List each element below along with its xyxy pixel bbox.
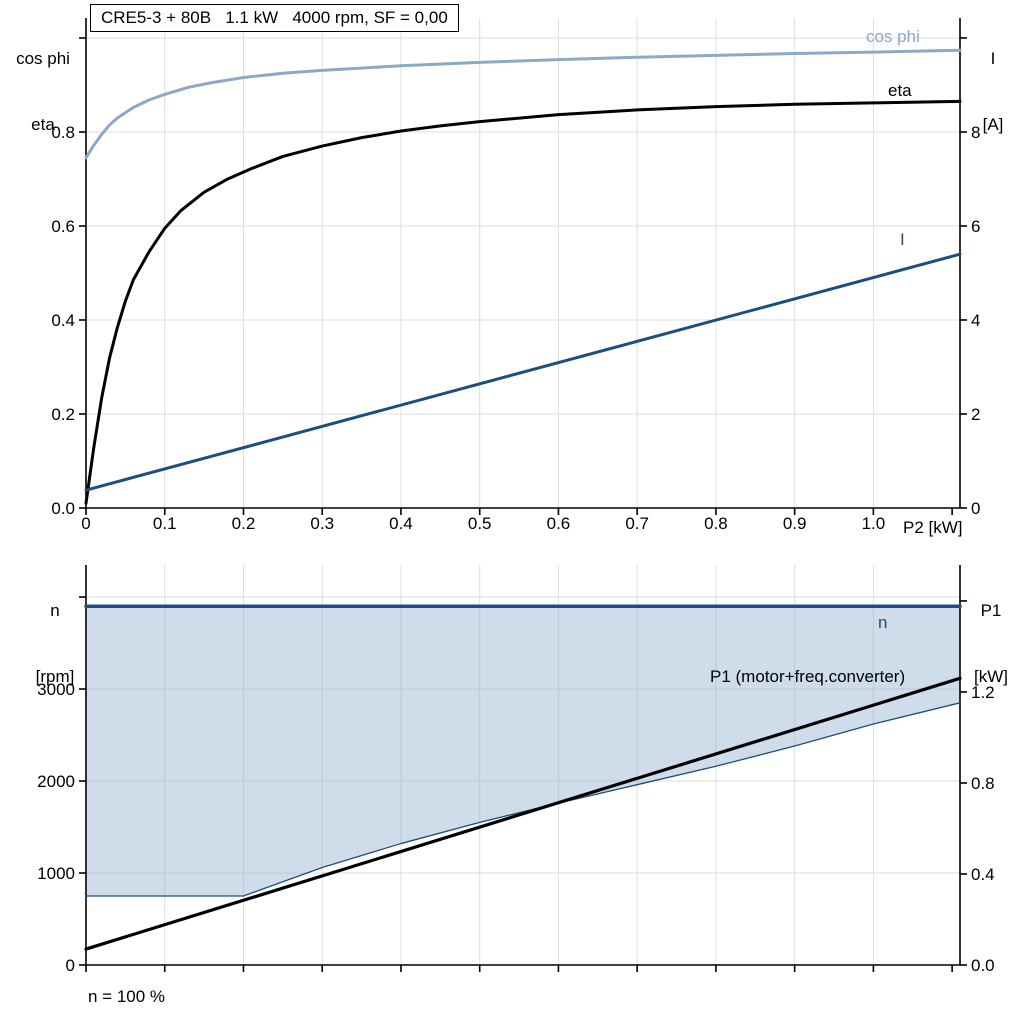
- y-left-tick-label: 0.2: [51, 405, 75, 424]
- x-tick-label: 0: [81, 514, 90, 533]
- y-left-tick-label: 1000: [37, 864, 75, 883]
- x-tick-label: 0.4: [389, 514, 413, 533]
- y-left-tick-label: 0.4: [51, 311, 75, 330]
- speed-footnote: n = 100 %: [88, 987, 166, 1006]
- top-left-axis-line1: cos phi: [16, 49, 70, 69]
- y-left-tick-label: 0.0: [51, 499, 75, 518]
- series-p1-motor-freq-converter: [84, 676, 962, 951]
- y-right-tick-label: 4: [971, 311, 980, 330]
- bottom-left-axis-line2: [rpm]: [35, 667, 75, 687]
- x-tick-label: 0.1: [153, 514, 177, 533]
- x-tick-label: 0.6: [547, 514, 571, 533]
- operating-range-region: [86, 606, 960, 897]
- y-right-tick-label: 2: [971, 405, 980, 424]
- bottom-right-axis-line2: [kW]: [974, 667, 1008, 687]
- top-right-axis-title: I [A]: [966, 4, 1020, 181]
- bottom-left-axis-title: n [rpm]: [22, 556, 88, 733]
- bottom-right-axis-title: P1 [kW]: [962, 556, 1020, 733]
- y-left-tick-label: 2000: [37, 772, 75, 791]
- y-right-tick-label: 1.2: [971, 683, 995, 702]
- n-curve-label: n: [878, 613, 888, 632]
- top-chart: 0 0.1 0.2 0.3 0.4 0.5 0.6 0.7 0.8 0.9 1.0 0.0 0.2 0.4…: [51, 18, 980, 533]
- series-eta: [84, 99, 962, 505]
- y-left-tick-label: 3000: [37, 680, 75, 699]
- x-tick-label: 0.5: [468, 514, 492, 533]
- x-tick-label: 1.0: [862, 514, 886, 533]
- bottom-right-axis-line1: P1: [980, 601, 1002, 621]
- top-left-axis-title: cos phi eta: [4, 4, 82, 181]
- eta-curve-label: eta: [888, 81, 912, 100]
- x-tick-label: 0.8: [704, 514, 728, 533]
- current-curve-label: I: [900, 230, 905, 249]
- bottom-chart: 0 1000 2000 3000 0.0 0.4 0.8 1.2: [37, 565, 995, 975]
- y-left-tick-label: 0.8: [51, 123, 75, 142]
- series-i: [84, 252, 962, 492]
- x-tick-label: 0.9: [783, 514, 807, 533]
- top-right-axis-line2: [A]: [982, 115, 1004, 135]
- y-right-tick-label: 8: [971, 123, 980, 142]
- y-right-tick-label: 6: [971, 217, 980, 236]
- cos-phi-curve-label: cos phi: [866, 27, 920, 46]
- x-tick-label: 0.3: [310, 514, 334, 533]
- top-left-axis-line2: eta: [31, 115, 55, 135]
- x-axis-unit-label: P2 [kW]: [903, 518, 963, 537]
- y-right-tick-label: 0: [971, 499, 980, 518]
- y-right-tick-label: 0.8: [971, 774, 995, 793]
- y-right-tick-label: 0.0: [971, 956, 995, 975]
- x-tick-label: 0.7: [625, 514, 649, 533]
- y-left-tick-label: 0: [66, 956, 75, 975]
- x-tick-label: 0.2: [232, 514, 256, 533]
- top-right-axis-line1: I: [990, 49, 996, 69]
- chart-title-box: CRE5-3 + 80B 1.1 kW 4000 rpm, SF = 0,00: [90, 4, 459, 33]
- y-left-tick-label: 0.6: [51, 217, 75, 236]
- series-cos-phi: [84, 48, 962, 160]
- y-right-tick-label: 0.4: [971, 865, 995, 884]
- p1-curve-label: P1 (motor+freq.converter): [710, 667, 906, 686]
- bottom-left-axis-line1: n: [50, 601, 60, 621]
